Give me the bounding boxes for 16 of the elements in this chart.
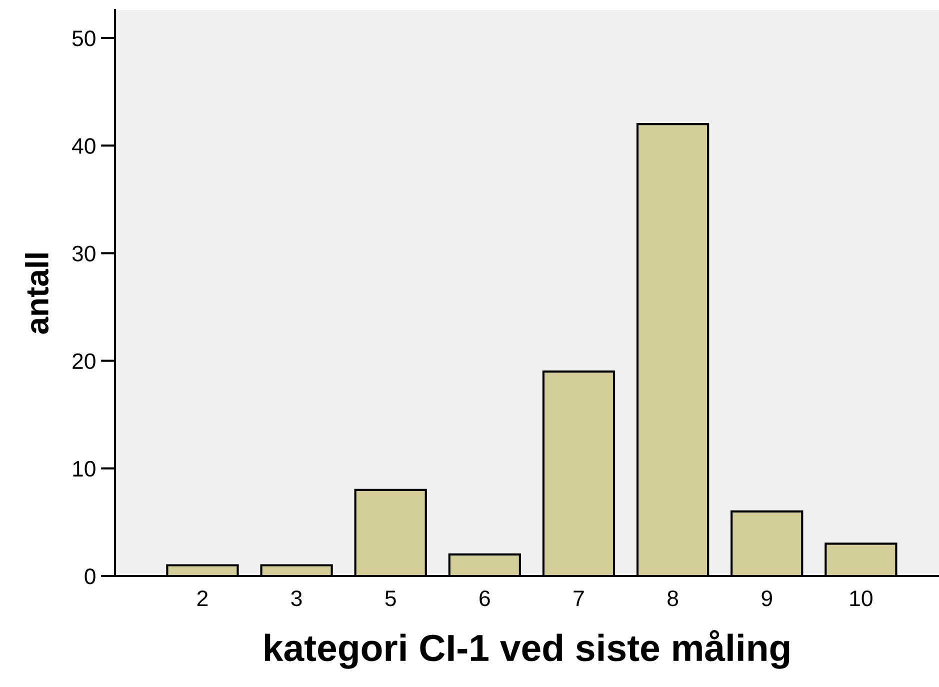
y-tick-label: 50 <box>72 30 96 46</box>
y-tick-label: 20 <box>72 353 96 370</box>
y-tick-label: 30 <box>72 246 96 262</box>
x-tick-label: 5 <box>385 590 396 606</box>
y-tick-label: 10 <box>73 460 96 477</box>
x-axis-title: kategori CI-1 ved siste måling <box>264 630 790 669</box>
x-tick-label: 2 <box>197 590 208 606</box>
x-tick-label: 7 <box>574 590 584 606</box>
x-tick-label: 10 <box>850 590 872 606</box>
x-tick-label: 8 <box>668 590 678 606</box>
x-tick-label: 3 <box>291 590 302 606</box>
x-tick-label: 9 <box>762 590 772 606</box>
y-tick-label: 0 <box>84 568 96 584</box>
y-tick-label: 40 <box>72 138 96 154</box>
x-tick-label: 6 <box>480 590 490 606</box>
y-axis-title: antall <box>25 254 49 334</box>
